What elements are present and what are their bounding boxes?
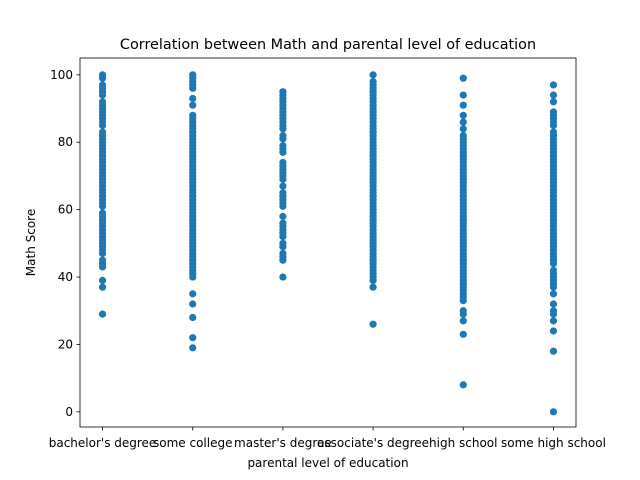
data-point	[549, 108, 558, 116]
data-point	[459, 307, 467, 315]
data-point	[549, 81, 558, 89]
data-point	[549, 408, 558, 416]
data-point	[98, 81, 107, 89]
y-axis: 0 20 40 60 80 100	[50, 68, 80, 419]
y-tick-label: 20	[58, 337, 73, 351]
data-point	[189, 334, 197, 342]
data-point	[549, 347, 558, 355]
plot-frame	[79, 57, 577, 428]
x-tick-label: some college	[153, 436, 232, 450]
x-tick-label: high school	[429, 436, 497, 450]
data-point	[549, 290, 558, 298]
data-point	[549, 307, 558, 315]
y-tick-label: 100	[50, 68, 73, 82]
data-point	[189, 300, 197, 308]
data-point	[459, 317, 467, 325]
data-point	[98, 310, 107, 318]
data-point	[549, 317, 558, 325]
data-point	[279, 219, 287, 227]
data-point	[369, 71, 377, 79]
x-axis-title: parental level of education	[247, 456, 408, 470]
data-point	[549, 98, 558, 106]
data-point	[549, 91, 558, 99]
data-point	[459, 74, 467, 82]
data-point	[459, 91, 467, 99]
data-point	[98, 128, 107, 136]
x-tick-label: master's degree	[234, 436, 332, 450]
data-point	[279, 212, 287, 220]
chart-title: Correlation between Math and parental le…	[120, 37, 536, 53]
data-point	[279, 88, 287, 96]
data-point	[279, 249, 287, 258]
y-tick-label: 60	[58, 203, 73, 217]
data-point	[279, 131, 287, 140]
x-tick-label: some high school	[501, 436, 606, 450]
data-point	[459, 330, 467, 338]
data-point	[189, 101, 197, 109]
data-point	[279, 142, 287, 150]
data-point	[189, 111, 197, 119]
data-point	[369, 283, 377, 291]
data-point	[98, 276, 107, 285]
data-points	[98, 71, 558, 416]
data-point	[279, 182, 287, 190]
data-point	[98, 209, 107, 217]
data-point	[98, 256, 107, 264]
data-point	[369, 320, 377, 328]
data-point	[189, 71, 197, 79]
data-point	[549, 300, 558, 308]
data-point	[459, 101, 467, 109]
data-point	[549, 327, 558, 335]
data-point	[189, 344, 197, 352]
data-point	[279, 189, 287, 197]
x-tick-label: bachelor's degree	[49, 436, 157, 450]
y-tick-label: 0	[65, 405, 73, 419]
data-point	[98, 71, 107, 79]
data-point	[279, 239, 287, 247]
data-point	[189, 94, 197, 103]
x-tick-label: associate's degree	[317, 436, 429, 450]
data-point	[369, 77, 377, 86]
y-axis-title: Math Score	[24, 209, 38, 276]
y-tick-label: 80	[58, 135, 73, 149]
data-point	[549, 266, 558, 274]
data-point	[549, 128, 558, 136]
data-point	[98, 283, 107, 291]
data-point	[459, 125, 467, 133]
data-point	[279, 273, 287, 281]
data-point	[189, 290, 197, 298]
data-point	[459, 111, 467, 119]
data-point	[279, 158, 287, 167]
data-point	[459, 118, 467, 126]
data-point	[98, 98, 107, 106]
data-point	[459, 131, 467, 140]
data-point	[189, 313, 197, 322]
data-point	[459, 381, 467, 389]
y-tick-label: 40	[58, 270, 73, 284]
